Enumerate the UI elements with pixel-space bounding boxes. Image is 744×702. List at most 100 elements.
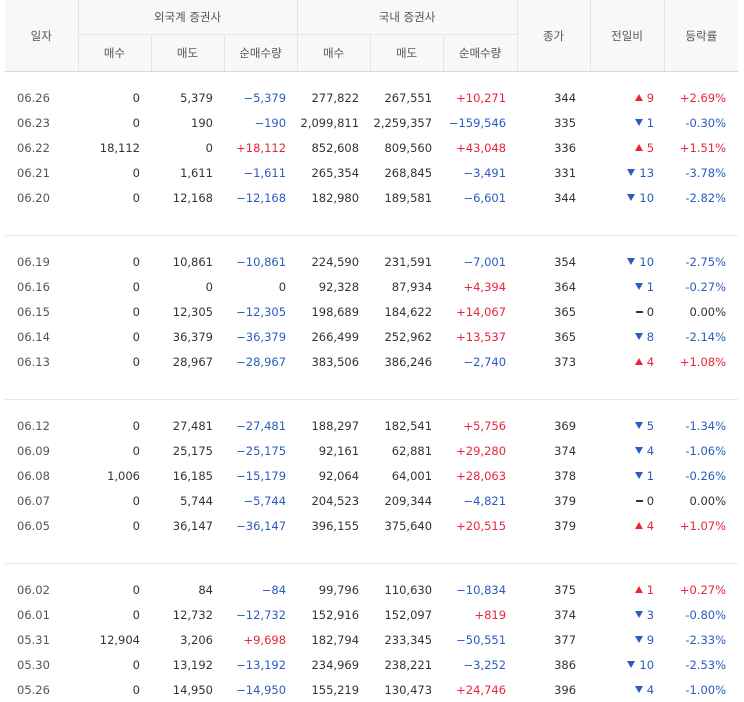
- cell-foreign-sell: 12,732: [151, 602, 224, 627]
- cell-foreign-net: −12,305: [224, 299, 297, 324]
- cell-date: 06.19: [5, 249, 78, 274]
- cell-domestic-sell: 809,560: [370, 135, 443, 160]
- cell-change-value: 10: [639, 255, 654, 269]
- header-close: 종가: [517, 0, 590, 72]
- cell-domestic-sell: 267,551: [370, 85, 443, 110]
- cell-foreign-sell: 1,611: [151, 160, 224, 185]
- triangle-down-icon: [635, 447, 643, 454]
- cell-date: 06.08: [5, 463, 78, 488]
- cell-foreign-buy: 12,904: [78, 627, 151, 652]
- cell-change: 13: [590, 160, 664, 185]
- cell-domestic-buy: 852,608: [297, 135, 370, 160]
- cell-change: 1: [590, 274, 664, 299]
- cell-domestic-net: −6,601: [443, 185, 517, 210]
- cell-domestic-net: +4,394: [443, 274, 517, 299]
- cell-foreign-net: −27,481: [224, 413, 297, 438]
- header-rate: 등락률: [664, 0, 738, 72]
- cell-foreign-buy: 0: [78, 413, 151, 438]
- group-divider: [5, 210, 738, 236]
- cell-change: 5: [590, 413, 664, 438]
- cell-rate: +1.08%: [664, 349, 738, 374]
- cell-foreign-sell: 12,305: [151, 299, 224, 324]
- cell-date: 06.21: [5, 160, 78, 185]
- cell-rate: -2.33%: [664, 627, 738, 652]
- group-spacer: [5, 72, 738, 86]
- cell-domestic-sell: 62,881: [370, 438, 443, 463]
- cell-domestic-sell: 231,591: [370, 249, 443, 274]
- cell-rate: -2.14%: [664, 324, 738, 349]
- triangle-up-icon: [635, 358, 643, 365]
- cell-foreign-sell: 5,744: [151, 488, 224, 513]
- cell-domestic-buy: 396,155: [297, 513, 370, 538]
- header-foreign-net: 순매수량: [224, 35, 297, 72]
- cell-change-value: 9: [647, 633, 654, 647]
- cell-change: 4: [590, 438, 664, 463]
- cell-date: 06.01: [5, 602, 78, 627]
- cell-change: 10: [590, 652, 664, 677]
- cell-close: 377: [517, 627, 590, 652]
- cell-domestic-buy: 383,506: [297, 349, 370, 374]
- group-spacer: [5, 236, 738, 250]
- cell-foreign-sell: 36,147: [151, 513, 224, 538]
- cell-rate: +1.07%: [664, 513, 738, 538]
- cell-domestic-buy: 152,916: [297, 602, 370, 627]
- table-header: 일자 외국계 증권사 국내 증권사 종가 전일비 등락률 매수 매도 순매수량 …: [5, 0, 738, 72]
- cell-foreign-net: −13,192: [224, 652, 297, 677]
- cell-foreign-buy: 0: [78, 602, 151, 627]
- cell-date: 06.23: [5, 110, 78, 135]
- cell-domestic-net: +43,048: [443, 135, 517, 160]
- cell-domestic-buy: 99,796: [297, 577, 370, 602]
- cell-change: 1: [590, 110, 664, 135]
- cell-change-value: 1: [647, 116, 654, 130]
- cell-foreign-buy: 0: [78, 488, 151, 513]
- cell-change: 10: [590, 185, 664, 210]
- cell-date: 06.15: [5, 299, 78, 324]
- cell-change-value: 1: [647, 583, 654, 597]
- cell-domestic-sell: 189,581: [370, 185, 443, 210]
- triangle-down-icon: [635, 686, 643, 693]
- cell-date: 06.16: [5, 274, 78, 299]
- cell-domestic-buy: 182,980: [297, 185, 370, 210]
- header-domestic-sell: 매도: [370, 35, 443, 72]
- cell-foreign-sell: 190: [151, 110, 224, 135]
- cell-foreign-buy: 0: [78, 652, 151, 677]
- cell-change: 4: [590, 349, 664, 374]
- cell-foreign-net: −36,379: [224, 324, 297, 349]
- cell-close: 386: [517, 652, 590, 677]
- triangle-down-icon: [635, 333, 643, 340]
- cell-change: 8: [590, 324, 664, 349]
- cell-change: 4: [590, 677, 664, 702]
- cell-date: 06.22: [5, 135, 78, 160]
- cell-domestic-net: −159,546: [443, 110, 517, 135]
- cell-domestic-net: −4,821: [443, 488, 517, 513]
- cell-close: 374: [517, 602, 590, 627]
- cell-close: 378: [517, 463, 590, 488]
- cell-foreign-buy: 0: [78, 85, 151, 110]
- cell-rate: 0.00%: [664, 299, 738, 324]
- cell-rate: -0.30%: [664, 110, 738, 135]
- cell-foreign-buy: 0: [78, 577, 151, 602]
- cell-change: 5: [590, 135, 664, 160]
- cell-change: 4: [590, 513, 664, 538]
- triangle-down-icon: [635, 283, 643, 290]
- triangle-down-icon: [635, 472, 643, 479]
- cell-rate: -0.80%: [664, 602, 738, 627]
- cell-domestic-net: +5,756: [443, 413, 517, 438]
- cell-change: 10: [590, 249, 664, 274]
- cell-date: 06.02: [5, 577, 78, 602]
- cell-close: 396: [517, 677, 590, 702]
- cell-date: 06.14: [5, 324, 78, 349]
- cell-change-value: 13: [639, 166, 654, 180]
- cell-domestic-net: +28,063: [443, 463, 517, 488]
- cell-domestic-buy: 2,099,811: [297, 110, 370, 135]
- cell-close: 379: [517, 488, 590, 513]
- header-foreign-sell: 매도: [151, 35, 224, 72]
- cell-date: 06.26: [5, 85, 78, 110]
- group-spacer: [5, 564, 738, 578]
